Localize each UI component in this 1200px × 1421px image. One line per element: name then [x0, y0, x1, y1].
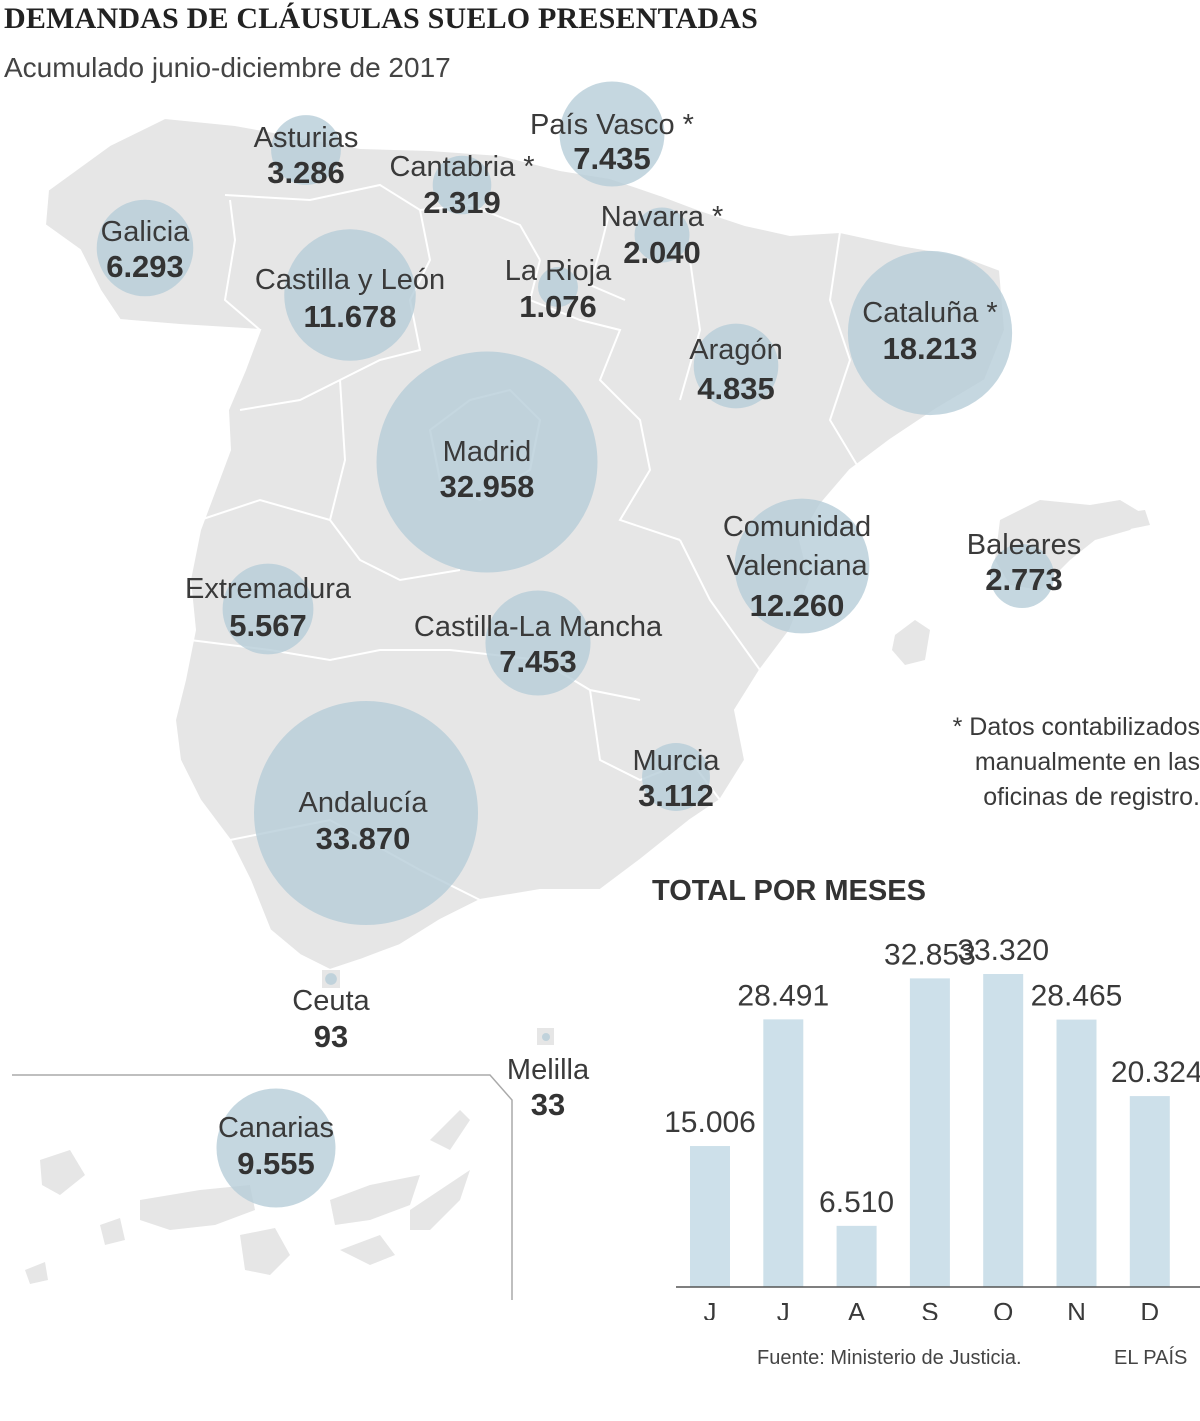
bar-value-label-3: 32.853: [884, 938, 976, 971]
x-tick-0: J: [704, 1297, 717, 1320]
region-value-canarias: 9.555: [237, 1146, 315, 1181]
x-tick-5: N: [1067, 1297, 1086, 1320]
region-value-la-rioja: 1.076: [519, 289, 597, 324]
region-value-galicia: 6.293: [106, 249, 184, 284]
x-tick-1: J: [777, 1297, 790, 1320]
region-value-comunidad-valenciana: 12.260: [750, 588, 845, 623]
region-value-cataluna: 18.213: [883, 331, 978, 366]
bubble-cantabria: [432, 155, 492, 215]
credit-note: EL PAÍS: [1114, 1347, 1188, 1369]
x-tick-6: D: [1140, 1297, 1159, 1320]
bubble-castilla-y-leon: [284, 229, 416, 361]
bubble-andalucia: [254, 701, 478, 925]
bar-value-label-2: 6.510: [819, 1186, 894, 1219]
footnote: * Datos contabilizados manualmente en la…: [952, 713, 1200, 811]
bubble-navarra: [634, 207, 690, 263]
x-tick-2: A: [848, 1297, 866, 1320]
bubble-layer: [96, 81, 1055, 1208]
bubble-comunidad-valenciana: [734, 498, 870, 634]
region-name-navarra: Navarra *: [601, 201, 724, 233]
bubble-baleares: [989, 543, 1055, 609]
region-value-melilla: 33: [531, 1087, 565, 1122]
bar-2: [836, 1225, 877, 1287]
region-name-castilla-y-leon: Castilla y León: [255, 264, 445, 296]
chart-subtitle: Acumulado junio-diciembre de 2017: [4, 52, 451, 83]
region-name-andalucia: Andalucía: [299, 787, 429, 819]
region-name-murcia: Murcia: [632, 745, 720, 777]
region-name-madrid: Madrid: [443, 436, 532, 468]
bar-4: [983, 974, 1024, 1287]
bubble-la-rioja: [538, 267, 578, 307]
region-value-andalucia: 33.870: [316, 821, 411, 856]
region-value-madrid: 32.958: [440, 469, 535, 504]
bar-0: [690, 1146, 730, 1287]
bar-1: [763, 1019, 804, 1287]
bar-value-label-0: 15.006: [664, 1106, 756, 1139]
region-value-cantabria: 2.319: [423, 185, 501, 220]
bar-chart-title: TOTAL POR MESES: [652, 875, 926, 907]
chart-title: DEMANDAS DE CLÁUSULAS SUELO PRESENTADAS: [4, 2, 759, 35]
bubble-pais-vasco: [559, 81, 665, 187]
canarias-inset-frame: [12, 1074, 513, 1300]
x-tick-4: O: [993, 1297, 1013, 1320]
region-value-navarra: 2.040: [623, 235, 701, 270]
bubble-galicia: [96, 199, 194, 297]
bar-value-label-1: 28.491: [737, 979, 829, 1012]
bubble-asturias: [271, 115, 341, 185]
bubble-canarias: [216, 1088, 336, 1208]
region-name-aragon: Aragón: [689, 334, 783, 366]
region-name-cataluna: Cataluña *: [862, 297, 997, 329]
bar-value-label-6: 20.324: [1111, 1056, 1200, 1089]
monthly-bar-chart: TOTAL POR MESES 15.006 28.491 6.510 32.8533…: [652, 875, 1200, 1320]
region-value-castilla-y-leon: 11.678: [303, 299, 396, 334]
x-tick-3: S: [921, 1297, 938, 1320]
bubble-melilla: [542, 1033, 550, 1041]
region-name-comunidad-valenciana: Comunidad Valenciana: [723, 511, 871, 582]
region-value-ceuta: 93: [314, 1019, 348, 1054]
bubble-ceuta: [325, 973, 337, 985]
region-value-pais-vasco: 7.435: [573, 141, 651, 176]
bubble-madrid: [376, 351, 598, 573]
bar-6: [1129, 1096, 1170, 1287]
bar-value-label-4: 33.320: [957, 934, 1049, 967]
region-name-galicia: Galicia: [101, 216, 191, 248]
region-value-murcia: 3.112: [638, 778, 714, 813]
region-name-ceuta: Ceuta: [292, 985, 370, 1017]
region-value-extremadura: 5.567: [229, 608, 307, 643]
region-name-melilla: Melilla: [507, 1054, 590, 1086]
region-name-cantabria: Cantabria *: [389, 151, 534, 183]
bubble-cataluna: [847, 250, 1013, 416]
bar-value-label-5: 28.465: [1031, 980, 1123, 1013]
source-note: Fuente: Ministerio de Justicia.: [757, 1347, 1022, 1369]
region-name-castilla-la-mancha: Castilla-La Mancha: [414, 611, 663, 643]
region-name-pais-vasco: País Vasco *: [530, 109, 694, 141]
region-name-asturias: Asturias: [254, 122, 359, 154]
canary-islands: [25, 1110, 470, 1284]
bubble-castilla-la-mancha: [485, 590, 591, 696]
bubble-extremadura: [222, 563, 314, 655]
bar-3: [909, 978, 950, 1287]
region-value-baleares: 2.773: [985, 562, 1063, 597]
bar-5: [1056, 1019, 1097, 1287]
region-name-baleares: Baleares: [967, 529, 1081, 561]
region-value-castilla-la-mancha: 7.453: [499, 644, 577, 679]
region-value-aragon: 4.835: [697, 371, 775, 406]
region-name-la-rioja: La Rioja: [505, 255, 612, 287]
bubble-murcia: [642, 743, 710, 811]
region-name-extremadura: Extremadura: [185, 573, 352, 605]
bubble-aragon: [693, 323, 779, 409]
region-name-canarias: Canarias: [218, 1112, 334, 1144]
region-value-asturias: 3.286: [267, 155, 345, 190]
